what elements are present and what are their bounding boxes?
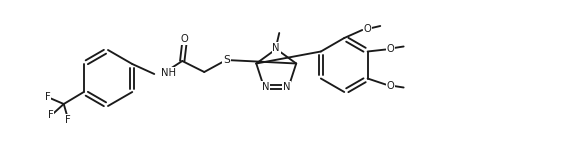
Text: N: N bbox=[283, 82, 290, 92]
Text: NH: NH bbox=[161, 68, 176, 78]
Text: O: O bbox=[364, 24, 371, 34]
Text: N: N bbox=[273, 43, 280, 53]
Text: O: O bbox=[387, 43, 395, 53]
Text: S: S bbox=[223, 55, 229, 65]
Text: F: F bbox=[45, 92, 51, 102]
Text: O: O bbox=[181, 34, 188, 44]
Text: F: F bbox=[65, 115, 70, 125]
Text: F: F bbox=[48, 110, 53, 120]
Text: N: N bbox=[262, 82, 270, 92]
Text: O: O bbox=[387, 80, 395, 90]
